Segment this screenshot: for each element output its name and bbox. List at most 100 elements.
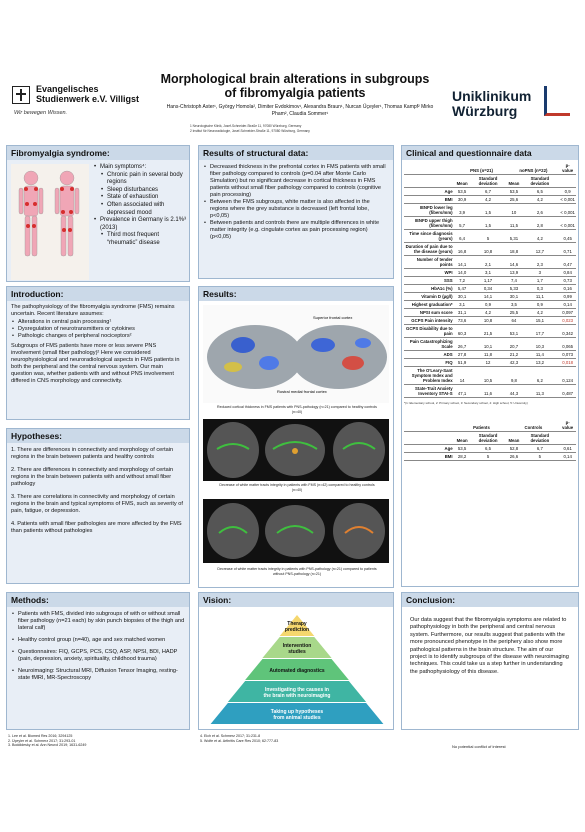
row-label: GCPS Pain intensity [404, 316, 456, 325]
table-cell: 73,6 [455, 316, 469, 325]
table-row: BMI 28,2 5 26,6 5 0,14 [404, 452, 576, 461]
studienwerk-logo: Evangelisches Studienwerk e.V. Villigst … [12, 84, 162, 124]
pyramid-level [245, 659, 349, 680]
table-cell: 3,1 [468, 268, 508, 277]
table-cell: 1,5 [468, 216, 508, 230]
clinical-table: PNS (n=21) noPNS (n=22) p-value Mean Sta… [404, 162, 576, 398]
table-cell: 64 [507, 316, 521, 325]
table-cell: 0,14 [559, 300, 576, 309]
hypotheses-box: Hypotheses: 1. There are differences in … [6, 428, 190, 584]
intro-list: Alterations in central pain processing¹ … [11, 319, 185, 340]
methods-item: Patients with FMS, divided into subgroup… [11, 611, 185, 632]
table-cell: 17,7 [520, 324, 560, 338]
superior-frontal-label: Superior frontal cortex [313, 315, 352, 320]
table-cell: 0,342 [559, 324, 576, 338]
sub-header: Standard deviation [468, 431, 508, 445]
table-cell: 0,47 [559, 255, 576, 269]
table-cell: 6,5 [520, 187, 560, 196]
table-cell: 5,47 [455, 284, 469, 293]
table-cell: 5 [468, 452, 508, 461]
row-label: Pain Catastrophizing Scale [404, 337, 456, 351]
pyramid-label: Investigating the causes in [265, 687, 329, 693]
methods-heading: Methods: [7, 593, 189, 607]
table-cell: 27,8 [455, 350, 469, 359]
body-pain-figure [11, 164, 89, 280]
vision-box: Vision: Therapy prediction Intervention stu… [198, 592, 394, 730]
sub-header: Standard deviation [520, 174, 560, 188]
row-label: Age [404, 187, 456, 196]
table-cell: 0,84 [559, 268, 576, 277]
table-cell: 5,31 [507, 229, 521, 243]
table-cell: 0,018 [559, 358, 576, 367]
table-row: SSS 7,2 1,17 7,4 1,7 0,73 [404, 276, 576, 285]
affiliation-1: 1 Neurologische Klinik, Josef-Schneider-… [190, 124, 302, 128]
table-cell: 10,3 [520, 337, 560, 351]
table-cell: 2,3 [520, 255, 560, 269]
row-label: FIQ [404, 358, 456, 367]
structural-result: Decreased thickness in the prefrontal co… [203, 164, 389, 199]
table-cell: 0,14 [559, 452, 576, 461]
table-cell: 10,8 [468, 242, 508, 256]
table-cell: 11,8 [468, 350, 508, 359]
table-cell: 53,5 [455, 187, 469, 196]
cortical-thickness-figure: Superior frontal cortex Rostral medial f… [203, 305, 389, 403]
authors: Hans-Christoph Aster¹, György Homola², D… [166, 104, 434, 117]
pyramid-label: Intervention [283, 643, 312, 649]
table-row: State-Trait Anxiety Inventory STAI-S 47,1… [404, 384, 576, 398]
table-cell: 0,73 [559, 276, 576, 285]
pyramid-level [262, 637, 332, 658]
fibromyalgia-heading: Fibromyalgia syndrome: [7, 146, 189, 160]
table-cell: 0,34 [468, 284, 508, 293]
table-cell: 1,5 [468, 203, 508, 217]
title-line-1: Morphological brain alterations in subgr… [160, 72, 430, 86]
table-row: Time since diagnosis (years) 6,4 5 5,31 4,2 0… [404, 229, 576, 243]
table-cell: 0,61 [559, 444, 576, 453]
group-pvalue: p-value [559, 162, 576, 175]
table-cell: 5 [520, 452, 560, 461]
hypothesis-2: 2. There are differences in connectivity… [11, 467, 174, 487]
reference: 4. Eich et al. Schmerz 2017; 31:231-8 [200, 734, 261, 738]
table-footnote: *(1: Elementary school, 2: Primary schoo… [404, 401, 528, 405]
group-pvalue-2: p-value [559, 419, 576, 432]
methods-item: Questionnaires: FIQ, GCPS, PCS, CSQ, ASP… [11, 649, 185, 663]
row-label: Highest graduation* [404, 300, 456, 309]
intro-item: Alterations in central pain processing¹ [11, 319, 185, 326]
org-slogan: Wir bewegen Wissen. [14, 110, 68, 116]
table-cell: 26,6 [507, 452, 521, 461]
sub-header: Standard deviation [520, 431, 560, 445]
table-cell: 30,9 [455, 195, 469, 204]
group-controls: Controls [507, 419, 560, 432]
table-cell: 14,0 [455, 268, 469, 277]
introduction-box: Introduction: The pathophysiology of the… [6, 286, 190, 420]
table-cell: 11,5 [507, 216, 521, 230]
row-label: BMI [404, 195, 456, 204]
fibro-item: Sleep disturbances [93, 187, 187, 195]
table-cell: 6,2 [520, 366, 560, 385]
methods-list: Patients with FMS, divided into subgroup… [11, 611, 185, 682]
table-cell: 21,5 [468, 324, 508, 338]
title-line-2: of fibromyalgia patients [224, 86, 366, 100]
table-cell: 25,6 [507, 195, 521, 204]
group-patients: Patients [455, 419, 508, 432]
table-cell: 9,8 [507, 366, 521, 385]
table-row: IENFD lower leg (fibers/mm) 3,9 1,5 10 2,6 < … [404, 203, 576, 217]
row-label: IENFD upper thigh (fibers/mm) [404, 216, 456, 230]
pyramid-label: studies [288, 649, 306, 655]
fibro-item: State of exhaustion [93, 194, 187, 202]
table-row: Pain Catastrophizing Scale 26,7 10,1 20,7 10… [404, 337, 576, 351]
cross-icon [12, 86, 30, 104]
intro-item: Dysregulation of neurotransmitters or cy… [11, 326, 185, 333]
conclusion-text: Our data suggest that the fibromyalgia s… [402, 607, 578, 729]
table-cell: 18,8 [507, 242, 521, 256]
table-cell: 13,9 [507, 268, 521, 277]
table-row: Age 53,5 6,7 53,5 6,5 0,9 [404, 187, 576, 196]
structural-results-box: Results of structural data: Decreased th… [198, 145, 394, 279]
reference: 5. Wolfe et al. Arthritis Care Res 2010;… [200, 738, 279, 743]
table-cell: 60,3 [455, 324, 469, 338]
table-cell: 3,9 [455, 203, 469, 217]
table-cell: 5,33 [507, 284, 521, 293]
table-cell: 0,023 [559, 316, 576, 325]
conclusion-heading: Conclusion: [402, 593, 578, 607]
table-row: The O'Leary-Sant Symptom Index and Probl… [404, 366, 576, 385]
